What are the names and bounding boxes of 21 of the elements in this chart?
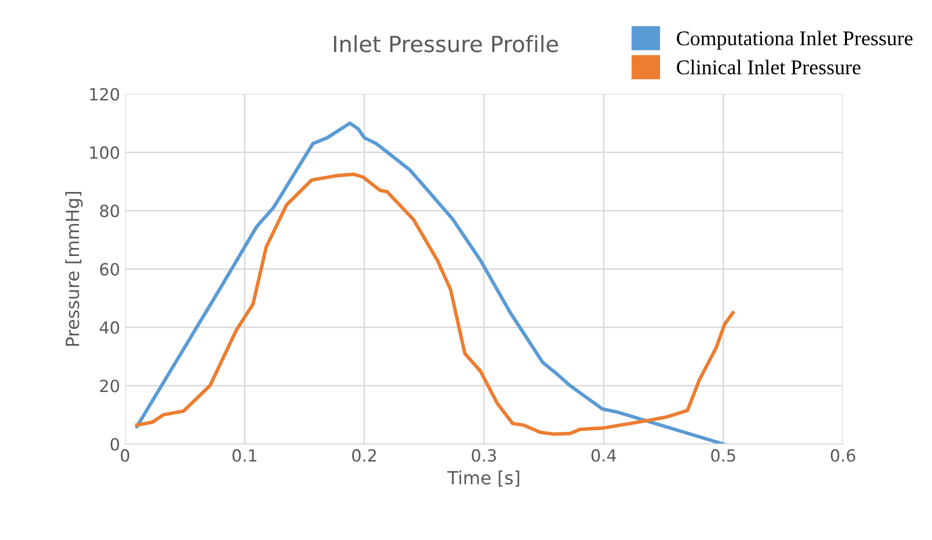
x-axis-title: Time [s]	[447, 470, 520, 487]
x-tick-label: 0.5	[711, 449, 736, 462]
x-tick-label: 0	[120, 449, 130, 462]
x-tick-label: 0.4	[592, 449, 616, 462]
y-tick-label: 60	[100, 262, 120, 276]
legend-label: Computationa Inlet Pressure	[676, 30, 913, 50]
y-tick-label: 100	[90, 146, 120, 159]
y-tick-label: 20	[100, 380, 120, 392]
y-tick-label: 40	[100, 321, 120, 334]
y-tick-label: 80	[100, 204, 120, 218]
x-tick-label: 0.1	[232, 449, 256, 462]
y-tick-label: 120	[90, 88, 120, 101]
x-tick-label: 0.3	[472, 449, 496, 462]
y-axis-title: Pressure [mmHg]	[65, 192, 83, 346]
x-tick-label: 0.2	[352, 449, 376, 462]
line-series	[135, 172, 735, 436]
line-series	[135, 121, 726, 444]
x-tick-label: 0.6	[830, 449, 856, 462]
legend-label: Clinical Inlet Pressure	[676, 60, 860, 74]
chart-title: Inlet Pressure Profile	[334, 35, 558, 52]
y-tick-label: 0	[110, 438, 120, 451]
